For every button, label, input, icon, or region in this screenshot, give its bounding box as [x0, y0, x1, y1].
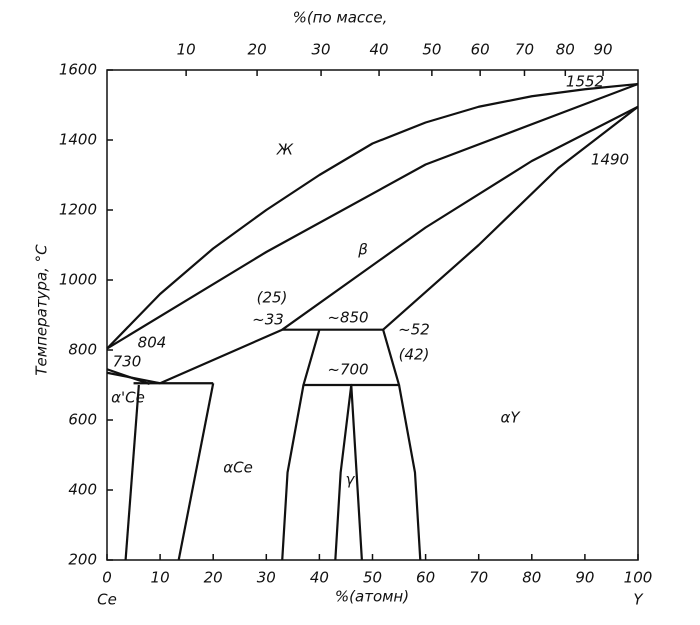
y-tick-label: 600	[68, 411, 97, 429]
y-tick-label: 1200	[59, 201, 97, 219]
y-tick-label: 1600	[59, 61, 97, 79]
annotation: (42)	[399, 346, 430, 364]
annotation: ~700	[327, 361, 368, 379]
y-tick-label: 800	[68, 341, 97, 359]
x2-tick-label: 60	[471, 41, 490, 59]
y-tick-label: 200	[68, 551, 97, 569]
x-tick-label: 50	[363, 569, 382, 587]
y-axis-label: Температура, °C	[33, 244, 51, 376]
x2-tick-label: 40	[370, 41, 389, 59]
x-tick-label: 60	[416, 569, 435, 587]
x-tick-label: 20	[204, 569, 223, 587]
x-axis-label: %(атомн)	[335, 588, 409, 606]
annotation: 804	[138, 334, 167, 352]
annotation: ~33	[252, 311, 284, 329]
phase-boundary	[106, 371, 161, 385]
phase-boundary	[382, 105, 639, 331]
x-tick-label: 10	[151, 569, 170, 587]
annotation: α'Ce	[111, 389, 145, 407]
phase-boundary	[106, 82, 639, 350]
annotation: ~850	[327, 309, 368, 327]
annotation: Ж	[276, 141, 294, 159]
phase-boundary	[124, 384, 140, 561]
phase-boundary	[281, 105, 639, 331]
y-tick-label: 1400	[59, 131, 97, 149]
x2-axis-label: %(по массе,	[293, 9, 388, 27]
phase-boundary	[159, 328, 384, 385]
x-tick-label: 30	[257, 569, 276, 587]
annotation: αY	[500, 409, 521, 427]
annotation: β	[357, 241, 368, 259]
phase-boundary	[177, 383, 215, 561]
x-tick-label: 100	[624, 569, 653, 587]
phase-boundary	[397, 384, 422, 561]
phase-boundary	[281, 384, 305, 561]
x2-tick-label: 70	[515, 41, 534, 59]
x-tick-label: 80	[522, 569, 541, 587]
y-tick-label: 400	[68, 481, 97, 499]
annotation: 1552	[566, 73, 604, 91]
x-tick-label: 40	[310, 569, 329, 587]
x2-tick-label: 10	[177, 41, 196, 59]
end-label: Y	[633, 591, 644, 609]
phase-boundary	[334, 383, 363, 561]
phase-boundary	[106, 82, 639, 350]
annotation: ~52	[398, 321, 430, 339]
annotation: 730	[113, 353, 142, 371]
x2-tick-label: 80	[556, 41, 575, 59]
x2-tick-label: 20	[248, 41, 267, 59]
x-tick-label: 90	[575, 569, 594, 587]
annotation: αCe	[223, 459, 253, 477]
annotation: (25)	[257, 289, 288, 307]
annotation: γ	[346, 471, 356, 489]
x2-tick-label: 30	[312, 41, 331, 59]
x2-tick-label: 50	[422, 41, 441, 59]
x-tick-label: 70	[469, 569, 488, 587]
x-tick-label: 0	[102, 569, 112, 587]
annotation: 1490	[591, 151, 629, 169]
y-tick-label: 1000	[59, 271, 97, 289]
x2-tick-label: 90	[593, 41, 612, 59]
end-label: Ce	[97, 591, 117, 609]
